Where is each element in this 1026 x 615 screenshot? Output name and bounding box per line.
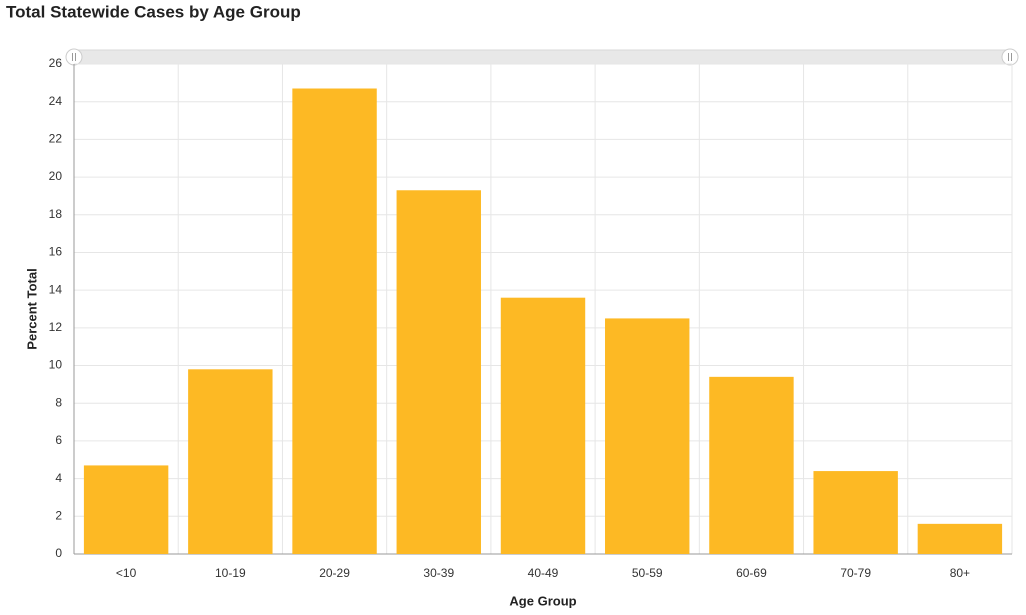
y-tick-label: 22 xyxy=(49,132,63,146)
bar xyxy=(292,88,377,554)
y-tick-label: 10 xyxy=(49,358,63,372)
x-tick-label: 40-49 xyxy=(528,566,559,580)
bar xyxy=(605,318,690,554)
y-tick-label: 8 xyxy=(55,395,62,409)
x-tick-label: 70-79 xyxy=(840,566,871,580)
bar xyxy=(709,376,794,554)
range-scrollbar[interactable] xyxy=(65,48,1019,66)
y-tick-label: 18 xyxy=(49,207,63,221)
y-tick-label: 0 xyxy=(55,546,62,560)
y-tick-label: 20 xyxy=(49,169,63,183)
x-tick-label: 60-69 xyxy=(736,566,767,580)
x-tick-label: <10 xyxy=(116,566,137,580)
x-tick-label: 20-29 xyxy=(319,566,350,580)
y-tick-label: 6 xyxy=(55,433,62,447)
y-tick-label: 14 xyxy=(49,282,63,296)
y-tick-label: 24 xyxy=(49,94,63,108)
x-axis-label: Age Group xyxy=(509,593,576,608)
bar xyxy=(917,523,1003,554)
bar xyxy=(396,190,481,554)
bar xyxy=(500,297,586,554)
bar xyxy=(188,369,273,554)
y-tick-label: 16 xyxy=(49,245,63,259)
scrollbar-handle[interactable] xyxy=(65,48,83,66)
y-axis-label: Percent Total xyxy=(24,268,39,349)
y-tick-label: 4 xyxy=(55,471,62,485)
y-tick-label: 12 xyxy=(49,320,63,334)
x-tick-label: 30-39 xyxy=(423,566,454,580)
x-tick-label: 10-19 xyxy=(215,566,246,580)
y-tick-label: 26 xyxy=(49,56,63,70)
bar xyxy=(813,471,898,554)
x-tick-label: 80+ xyxy=(950,566,970,580)
bar xyxy=(83,465,169,554)
scrollbar-track[interactable] xyxy=(73,49,1013,65)
chart-title: Total Statewide Cases by Age Group xyxy=(6,2,301,21)
x-tick-label: 50-59 xyxy=(632,566,663,580)
scrollbar-handle[interactable] xyxy=(1001,48,1019,66)
y-tick-label: 2 xyxy=(55,508,62,522)
